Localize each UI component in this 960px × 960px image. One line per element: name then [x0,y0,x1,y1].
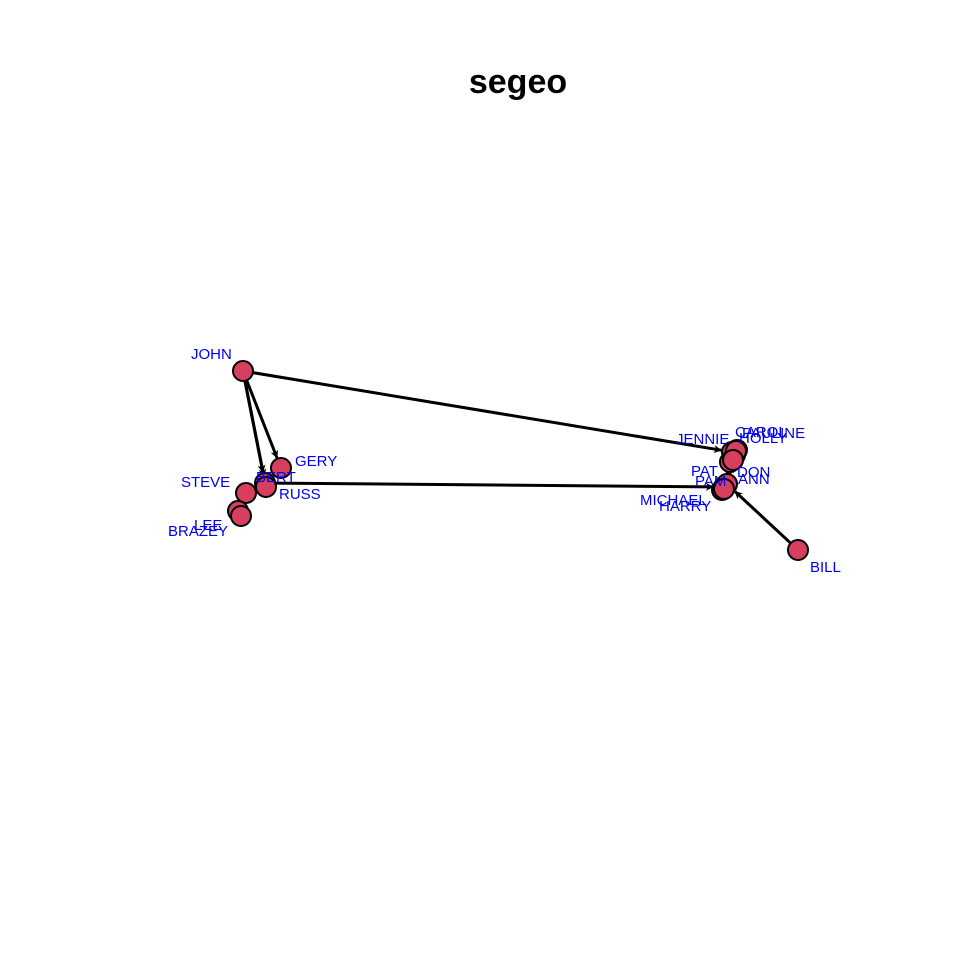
graph-title: segeo [469,63,567,101]
node-label-ann: ANN [738,471,770,488]
node-label-pauline: PAULINE [742,425,805,442]
node-label-don: DON [737,464,770,481]
node-label-bill: BILL [810,559,841,576]
node-label-lee: LEE [194,517,222,534]
node-steve [235,482,257,504]
node-label-steve: STEVE [181,474,230,491]
edge-bert-pam [274,481,714,491]
node-label-carol: CAROL [735,424,787,441]
node-bill [787,539,809,561]
node-label-russ: RUSS [279,486,321,503]
node-layer [227,360,809,561]
node-label-pam: PAM [695,473,726,490]
node-don [722,449,744,471]
node-label-pat: PAT [691,463,718,480]
node-russ [255,476,277,498]
node-label-holly: HOLLY [739,430,787,447]
edge-john-gery [245,379,279,459]
node-harry [713,478,735,500]
edge-john-jennie [252,371,722,453]
node-label-john: JOHN [191,346,232,363]
node-label-brazey: BRAZEY [168,523,228,540]
node-label-michael: MICHAEL [640,492,707,509]
node-john [232,360,254,382]
node-label-jennie: JENNIE [676,431,729,448]
node-gery [270,457,292,479]
node-label-harry: HARRY [659,498,711,515]
edge-john-russ [243,380,267,477]
node-label-gery: GERY [295,453,337,470]
node-label-bert: BERT [256,469,296,486]
edge-bill-ann [734,490,792,545]
node-brazey [230,505,252,527]
